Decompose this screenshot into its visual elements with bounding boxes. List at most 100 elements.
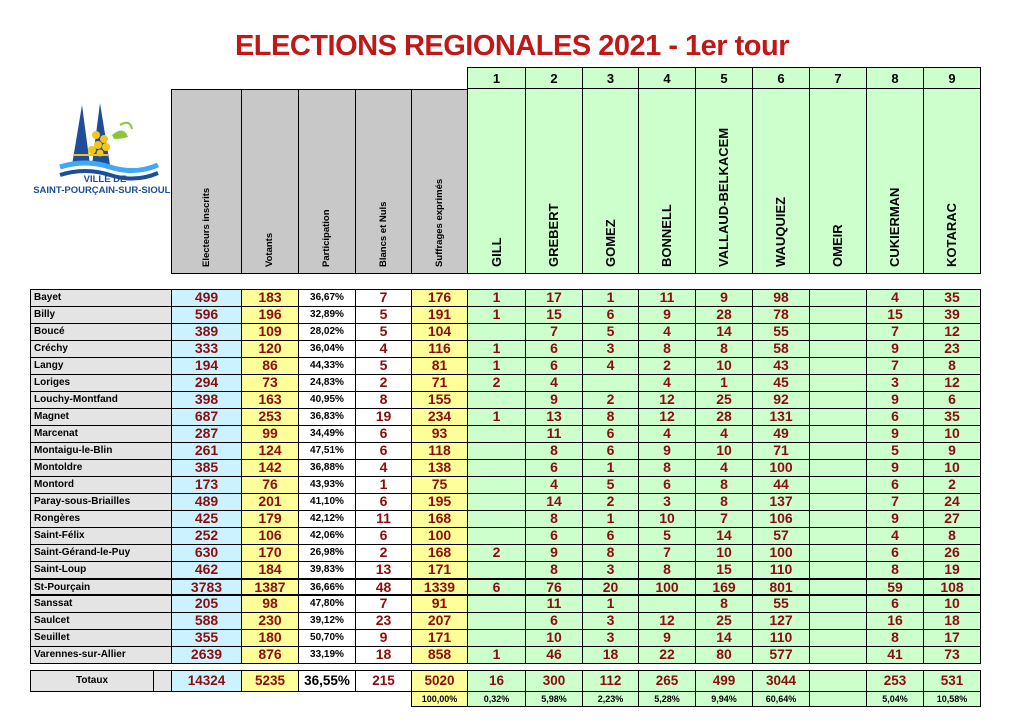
stat-header-label: Participation [321,209,332,267]
table-cell [467,595,526,613]
table-cell: 355 [171,629,242,647]
table-cell [809,476,867,494]
table-cell: 7 [695,510,753,528]
commune-name: Saint-Félix [30,527,172,545]
table-cell: 9 [638,306,696,324]
percentage-cell: 5,04% [866,691,924,707]
totals-cell: 265 [638,670,696,692]
table-cell: 2 [467,544,526,562]
table-cell: 47,51% [298,442,356,460]
candidate-name: CUKIERMAN [887,187,902,267]
commune-name: Marcenat [30,425,172,443]
table-cell: 8 [638,459,696,477]
table-cell: 14 [525,493,583,511]
table-cell: 41 [866,646,924,664]
city-logo [50,95,170,235]
table-cell: 163 [241,391,299,409]
table-cell: 7 [355,289,412,307]
table-cell: 1 [467,646,526,664]
table-cell: 176 [411,289,468,307]
candidate-number-3: 3 [582,67,639,89]
table-cell: 55 [752,595,810,613]
table-cell: 8 [923,357,981,375]
commune-name: Boucé [30,323,172,341]
table-cell: 10 [695,357,753,375]
table-cell: 58 [752,340,810,358]
table-cell: 8 [525,510,583,528]
table-cell [809,459,867,477]
table-cell: 5 [866,442,924,460]
table-cell: 15 [866,306,924,324]
table-cell: 8 [923,527,981,545]
commune-name: Loriges [30,374,172,392]
candidate-header-wauquiez: WAUQUIEZ [752,88,810,274]
table-cell: 489 [171,493,242,511]
table-cell [809,612,867,630]
table-cell: 261 [171,442,242,460]
table-cell: 109 [241,323,299,341]
percentage-cell: 9,94% [695,691,753,707]
table-cell: 5 [355,357,412,375]
table-cell [467,391,526,409]
candidate-name: GILL [488,237,504,267]
commune-name: Saulcet [30,612,172,630]
table-cell: 9 [525,391,583,409]
table-cell: 6 [582,442,639,460]
table-cell: 13 [355,561,412,579]
candidate-name: WAUQUIEZ [773,196,788,267]
candidate-number-2: 2 [525,67,583,89]
stat-header-label: Votants [264,232,275,267]
table-cell: 8 [355,391,412,409]
table-cell: 28 [695,306,753,324]
table-cell [809,391,867,409]
table-cell: 24,83% [298,374,356,392]
commune-name: Montaigu-le-Blin [30,442,172,460]
table-cell: 11 [355,510,412,528]
commune-name: Saint-Loup [30,561,172,579]
table-cell: 28 [695,408,753,426]
table-cell: 14 [695,629,753,647]
table-cell: 36,04% [298,340,356,358]
table-cell: 234 [411,408,468,426]
table-cell: 35 [923,408,981,426]
table-cell: 34,49% [298,425,356,443]
table-cell: 6 [525,612,583,630]
candidate-number-1: 1 [467,67,526,89]
table-cell: 16 [866,612,924,630]
table-cell: 24 [923,493,981,511]
candidate-header-vallaud-belkacem: VALLAUD-BELKACEM [695,88,753,274]
table-cell: 8 [582,544,639,562]
table-cell: 99 [241,425,299,443]
table-cell: 17 [525,289,583,307]
table-cell: 1 [467,357,526,375]
table-cell [809,408,867,426]
table-cell: 155 [411,391,468,409]
table-cell [809,323,867,341]
table-cell [467,476,526,494]
table-cell: 876 [241,646,299,664]
percentage-cell: 5,28% [638,691,696,707]
table-cell: 44,33% [298,357,356,375]
table-cell: 15 [525,306,583,324]
table-cell: 4 [355,459,412,477]
table-cell: 43 [752,357,810,375]
table-cell [809,357,867,375]
totals-cell: 5235 [241,670,299,692]
table-cell: 25 [695,612,753,630]
table-cell: 207 [411,612,468,630]
table-cell [467,425,526,443]
table-cell: 3 [638,493,696,511]
percentage-cell: 5,98% [525,691,583,707]
table-cell: 19 [355,408,412,426]
candidate-number-9: 9 [923,67,981,89]
table-cell: 41,10% [298,493,356,511]
table-cell: 104 [411,323,468,341]
table-cell: 1339 [411,578,468,596]
table-cell: 9 [638,442,696,460]
table-cell: 6 [582,527,639,545]
table-cell: 28,02% [298,323,356,341]
table-cell [467,442,526,460]
table-cell: 57 [752,527,810,545]
table-cell: 1 [467,289,526,307]
table-cell: 4 [695,425,753,443]
